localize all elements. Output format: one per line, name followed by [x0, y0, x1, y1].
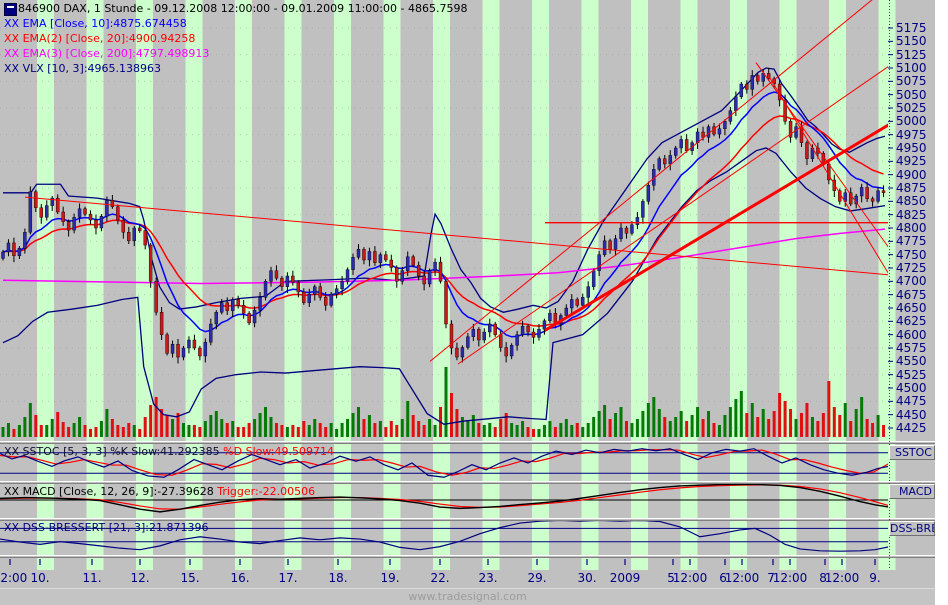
- time-tick-label: 9.: [869, 571, 881, 585]
- price-tick-label: 4750: [896, 247, 927, 262]
- legend-vlx[interactable]: XX VLX [10, 3]:4965.138963: [4, 62, 162, 75]
- time-tick-label: 15.: [180, 571, 200, 585]
- price-tick-label: 5000: [896, 114, 927, 129]
- price-tick-label: 4625: [896, 314, 927, 329]
- price-tick-label: 4725: [896, 260, 927, 275]
- price-tick-label: 4525: [896, 367, 927, 382]
- panel-label-macd[interactable]: MACD: [889, 484, 935, 499]
- price-tick-label: 4875: [896, 180, 927, 195]
- price-tick-label: 5125: [896, 47, 927, 62]
- price-tick-label: 4600: [896, 327, 927, 342]
- price-tick-label: 5050: [896, 87, 927, 102]
- price-tick-label: 5175: [896, 21, 927, 35]
- legend-sstoc-d: %D Slow:49.509714: [219, 445, 334, 458]
- legend-sstoc-k: XX SSTOC [5, 3, 3] %K Slow:41.292385: [4, 445, 220, 458]
- time-tick-label: 23.: [478, 571, 498, 585]
- time-tick-label: 7.: [767, 571, 779, 585]
- price-tick-label: 4450: [896, 407, 927, 422]
- legend-ema10[interactable]: XX EMA [Close, 10]:4875.674458: [4, 17, 187, 30]
- legend-macd-trigger: Trigger:-22.00506: [213, 485, 316, 498]
- time-tick-label: 12.: [130, 571, 150, 585]
- time-tick-label: 12:00: [824, 571, 860, 585]
- time-tick-label: 19.: [380, 571, 400, 585]
- time-tick-label: 16.: [230, 571, 250, 585]
- time-tick-label: 12:00: [724, 571, 760, 585]
- price-tick-label: 5150: [896, 34, 927, 49]
- price-tick-label: 4850: [896, 194, 927, 209]
- time-tick-label: 29.: [527, 571, 547, 585]
- price-tick-label: 4575: [896, 340, 927, 355]
- time-tick-label: 22.: [430, 571, 450, 585]
- price-tick-label: 4425: [896, 420, 927, 435]
- time-tick-label: 8.: [819, 571, 831, 585]
- time-tick-label: 5.: [667, 571, 679, 585]
- price-tick-label: 4675: [896, 287, 927, 302]
- price-tick-label: 4950: [896, 140, 927, 155]
- time-tick-label: 2009: [609, 571, 641, 585]
- time-tick-label: 18.: [328, 571, 348, 585]
- price-tick-label: 4900: [896, 167, 927, 182]
- time-tick-label: 12:00: [672, 571, 708, 585]
- price-tick-label: 4650: [896, 300, 927, 315]
- chart-title: 846900 DAX, 1 Stunde - 09.12.2008 12:00:…: [18, 2, 468, 15]
- time-tick-label: 6.: [719, 571, 731, 585]
- price-tick-label: 4500: [896, 380, 927, 395]
- legend-ema20[interactable]: XX EMA(2) [Close, 20]:4900.94258: [4, 32, 196, 45]
- time-tick-label: 17.: [278, 571, 298, 585]
- legend-dss[interactable]: XX DSS-BRESSERT [21, 3]:21.871396: [4, 521, 209, 534]
- price-tick-label: 4775: [896, 234, 927, 249]
- right-margin: [935, 0, 948, 605]
- time-tick-label: 30.: [577, 571, 597, 585]
- price-tick-label: 4475: [896, 394, 927, 409]
- price-tick-label: 4925: [896, 154, 927, 169]
- price-tick-label: 4700: [896, 274, 927, 289]
- legend-ema200[interactable]: XX EMA(3) [Close, 200]:4797.498913: [4, 47, 210, 60]
- time-tick-label: 10.: [30, 571, 50, 585]
- price-tick-label: 4800: [896, 220, 927, 235]
- panel-label-dss[interactable]: DSS-BRESSERT: [889, 521, 935, 536]
- price-tick-label: 5100: [896, 60, 927, 75]
- price-tick-label: 5075: [896, 74, 927, 89]
- legend-macd[interactable]: XX MACD [Close, 12, 26, 9]:-27.39628 Tri…: [4, 485, 315, 498]
- price-tick-label: 4975: [896, 127, 927, 142]
- time-tick-label: 12:00: [772, 571, 808, 585]
- legend-macd-main: XX MACD [Close, 12, 26, 9]:-27.39628: [4, 485, 214, 498]
- legend-sstoc[interactable]: XX SSTOC [5, 3, 3] %K Slow:41.292385 %D …: [4, 445, 334, 458]
- panel-label-sstoc[interactable]: SSTOC: [889, 445, 935, 460]
- price-tick-label: 4550: [896, 354, 927, 369]
- price-tick-label: 5025: [896, 100, 927, 115]
- price-tick-label: 4825: [896, 207, 927, 222]
- chart-icon: [4, 3, 17, 16]
- time-tick-label: 11.: [82, 571, 102, 585]
- watermark: www.tradesignal.com: [0, 588, 935, 605]
- time-tick-label: 12:00: [0, 571, 28, 585]
